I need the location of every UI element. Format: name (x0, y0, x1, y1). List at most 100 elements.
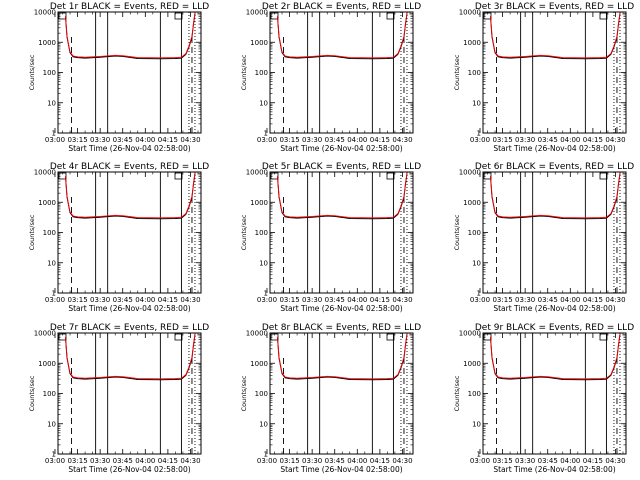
events-series-line (490, 334, 621, 381)
lld-series-line (277, 333, 408, 380)
panel-title: Det 3r BLACK = Events, RED = LLD (475, 2, 634, 12)
corner-box (386, 172, 395, 180)
y-tick-label: 1000 (250, 199, 268, 207)
x-tick-label: 03:45 (538, 296, 558, 304)
x-tick-label: 04:15 (370, 457, 390, 465)
x-tick-label: 03:00 (257, 136, 277, 144)
x-tick-label: 03:45 (325, 296, 345, 304)
x-axis-label: Start Time (26-Nov-04 02:58:00) (493, 304, 615, 313)
plot-frame (269, 11, 414, 134)
x-tick-label: 04:15 (158, 296, 178, 304)
x-tick-label: 03:45 (113, 457, 133, 465)
plot-frame (57, 11, 202, 134)
lld-series-line (65, 333, 196, 380)
x-tick-label: 03:30 (90, 296, 110, 304)
panel-title: Det 4r BLACK = Events, RED = LLD (50, 162, 209, 172)
panel-title: Det 9r BLACK = Events, RED = LLD (475, 323, 634, 333)
x-tick-label: 03:30 (90, 457, 110, 465)
corner-box (483, 333, 492, 341)
x-tick-label: 03:15 (279, 457, 299, 465)
x-tick-label: 03:45 (325, 136, 345, 144)
y-tick-label: 1000 (38, 360, 56, 368)
corner-box (174, 12, 183, 20)
x-tick-label: 03:00 (257, 296, 277, 304)
x-tick-label: 03:15 (492, 296, 512, 304)
y-tick-label: 1000 (463, 199, 481, 207)
x-tick-label: 03:15 (279, 296, 299, 304)
x-tick-label: 03:30 (515, 457, 535, 465)
chart-panel: Det 7r BLACK = Events, RED = LLD 1 10 100 10… (28, 323, 209, 474)
events-series-line (490, 173, 621, 220)
corner-box (270, 333, 279, 341)
x-axis-label: Start Time (26-Nov-04 02:58:00) (68, 144, 190, 153)
chart-panel: Det 2r BLACK = Events, RED = LLD 1 10 100 10… (240, 2, 421, 153)
y-tick-label: 100 (43, 390, 56, 398)
x-tick-label: 03:30 (302, 136, 322, 144)
y-tick-label: 100 (468, 390, 481, 398)
y-tick-label: 100 (43, 69, 56, 77)
events-series-line (65, 173, 196, 220)
x-tick-label: 04:00 (560, 296, 580, 304)
x-tick-label: 04:30 (605, 136, 625, 144)
x-tick-label: 04:00 (560, 136, 580, 144)
y-tick-label: 10000 (34, 169, 56, 177)
x-tick-label: 03:30 (302, 457, 322, 465)
plot-frame (482, 332, 627, 455)
x-tick-label: 04:00 (347, 457, 367, 465)
x-tick-label: 04:30 (392, 136, 412, 144)
corner-box (483, 172, 492, 180)
x-axis-label: Start Time (26-Nov-04 02:58:00) (280, 304, 402, 313)
y-tick-label: 1 (477, 451, 481, 459)
corner-box (386, 333, 395, 341)
plot-frame (57, 332, 202, 455)
x-tick-label: 03:45 (113, 296, 133, 304)
x-tick-label: 04:15 (583, 296, 603, 304)
x-tick-label: 03:30 (515, 136, 535, 144)
events-series-line (277, 13, 408, 60)
y-axis-label: Counts/sec (28, 54, 36, 90)
x-tick-label: 04:15 (583, 457, 603, 465)
corner-box (599, 172, 608, 180)
y-tick-label: 1 (264, 130, 268, 138)
x-tick-label: 03:00 (470, 296, 490, 304)
y-axis-label: Counts/sec (453, 214, 461, 250)
plot-frame (269, 332, 414, 455)
chart-panel: Det 5r BLACK = Events, RED = LLD 1 10 100 10… (240, 162, 421, 313)
y-tick-label: 1000 (250, 39, 268, 47)
x-tick-label: 04:00 (135, 457, 155, 465)
y-tick-label: 100 (468, 229, 481, 237)
y-axis-label: Counts/sec (28, 375, 36, 411)
x-axis-label: Start Time (26-Nov-04 02:58:00) (68, 304, 190, 313)
x-axis-label: Start Time (26-Nov-04 02:58:00) (68, 465, 190, 474)
corner-box (483, 12, 492, 20)
events-series-line (277, 334, 408, 381)
x-tick-label: 03:30 (515, 296, 535, 304)
plot-frame (269, 171, 414, 294)
x-tick-label: 03:15 (492, 457, 512, 465)
x-tick-label: 03:45 (538, 136, 558, 144)
y-tick-label: 1 (52, 451, 56, 459)
y-tick-label: 10 (47, 420, 56, 428)
x-tick-label: 04:15 (158, 457, 178, 465)
x-tick-label: 04:30 (180, 457, 200, 465)
lld-series-line (490, 172, 621, 219)
panel-title: Det 1r BLACK = Events, RED = LLD (50, 2, 209, 12)
x-axis-label: Start Time (26-Nov-04 02:58:00) (493, 465, 615, 474)
y-tick-label: 10000 (246, 9, 268, 17)
y-tick-label: 10 (259, 99, 268, 107)
x-tick-label: 03:15 (67, 136, 87, 144)
y-tick-label: 10 (259, 420, 268, 428)
y-tick-label: 100 (255, 69, 268, 77)
y-axis-label: Counts/sec (453, 375, 461, 411)
x-tick-label: 04:00 (135, 136, 155, 144)
y-tick-label: 1 (477, 290, 481, 298)
y-tick-label: 10 (47, 259, 56, 267)
x-tick-label: 03:45 (538, 457, 558, 465)
chart-panel: Det 4r BLACK = Events, RED = LLD 1 10 100 10… (28, 162, 209, 313)
corner-box (174, 172, 183, 180)
y-tick-label: 10000 (246, 330, 268, 338)
x-axis-label: Start Time (26-Nov-04 02:58:00) (493, 144, 615, 153)
corner-box (270, 12, 279, 20)
events-series-line (65, 334, 196, 381)
